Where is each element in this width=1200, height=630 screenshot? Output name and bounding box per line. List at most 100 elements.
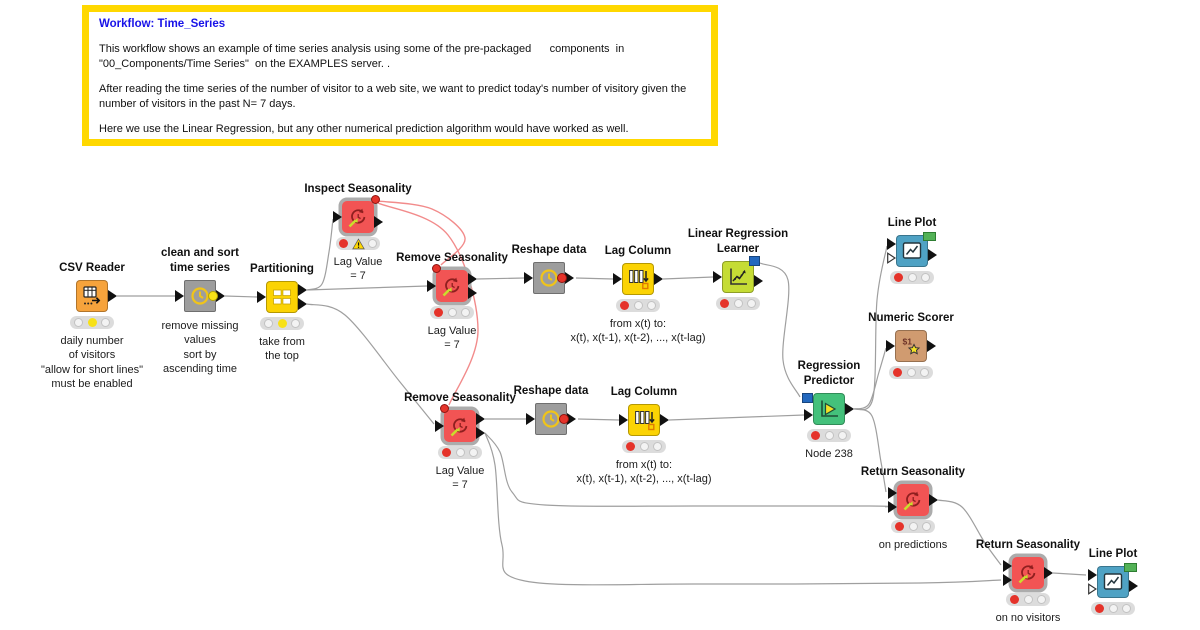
input-port[interactable] [175,290,184,302]
node-label[interactable]: Line Plot [887,216,937,229]
output-port[interactable] [928,249,937,261]
output-port[interactable] [468,287,477,299]
node-comment[interactable]: on no visitors [995,612,1061,624]
metanode-state-dot[interactable] [208,291,218,301]
node-inspect-seasonality[interactable]: Inspect Seasonality Lag Value = 7 [304,183,411,283]
node-partitioning[interactable]: Partitioning take from the top [250,263,314,363]
metanode-state-dot[interactable] [559,414,569,424]
connection-remove-seasonality-test-to-return-seasonality-pred[interactable] [484,432,890,508]
connection-partitioning-to-remove-seasonality-test[interactable] [306,303,435,425]
hollow-input-port[interactable] [1088,583,1098,595]
output-port[interactable] [567,413,576,425]
output-port[interactable] [374,216,383,228]
node-label[interactable]: CSV Reader [59,261,125,274]
node-body[interactable]: $1 [895,330,927,362]
output-port[interactable] [476,427,485,439]
hollow-input-port[interactable] [887,252,897,264]
node-line-plot-train[interactable]: Line Plot [887,217,937,284]
node-body[interactable] [1097,566,1129,598]
node-body[interactable] [628,404,660,436]
connection-lag-column-train-to-linear-regression-learner[interactable] [662,276,714,280]
node-remove-seasonality-train[interactable]: Remove Seasonality Lag Value = 7 [396,252,508,352]
output-port[interactable] [1129,580,1138,592]
output-port[interactable] [476,413,485,425]
node-label[interactable]: Reshape data [513,384,589,397]
metanode-state-dot[interactable] [557,273,567,283]
node-clean-sort[interactable]: clean and sort time series remove missing… [161,247,239,375]
input-port[interactable] [613,273,622,285]
output-port[interactable] [468,273,477,285]
connection-reshape-train-to-lag-column-train[interactable] [575,277,614,280]
output-port[interactable] [565,272,574,284]
input-port[interactable] [619,414,628,426]
flowvar-port[interactable] [440,404,449,413]
node-comment[interactable]: remove missing values sort by ascending tim… [161,320,239,375]
node-comment[interactable]: Lag Value = 7 [435,465,485,492]
output-port[interactable] [298,284,307,296]
flowvar-port[interactable] [432,264,441,273]
node-comment[interactable]: daily number of visitors "allow for short … [41,335,143,390]
input-port[interactable] [888,487,897,499]
workflow-annotation[interactable]: Workflow: Time_Series This workflow show… [82,5,718,146]
input-port[interactable] [257,291,266,303]
input-port[interactable] [526,413,535,425]
node-body[interactable] [897,484,929,516]
node-body[interactable] [266,281,298,313]
node-reshape-test[interactable]: Reshape data [514,385,588,435]
node-body[interactable] [622,263,654,295]
node-csv-reader[interactable]: CSV Reader daily number of visitors "allow… [41,262,143,390]
node-return-seasonality-novis[interactable]: Return Seasonality on no visitors [976,539,1080,624]
input-port[interactable] [427,280,436,292]
node-label[interactable]: Return Seasonality [975,538,1081,551]
connection-reshape-test-to-lag-column-test[interactable] [577,418,620,421]
input-port[interactable] [804,409,813,421]
input-port[interactable] [1003,574,1012,586]
output-port[interactable] [108,290,117,302]
output-port[interactable] [216,290,225,302]
connection-return-seasonality-pred-to-return-seasonality-novis[interactable] [937,499,1002,566]
input-port[interactable] [888,501,897,513]
node-body[interactable] [76,280,108,312]
model-port[interactable] [802,393,813,403]
node-label[interactable]: Line Plot [1088,547,1138,560]
node-label[interactable]: Lag Column [604,244,672,257]
connection-partitioning-to-remove-seasonality-train[interactable] [306,285,428,291]
node-numeric-scorer[interactable]: Numeric Scorer $1 [868,312,954,379]
input-port[interactable] [887,238,896,250]
input-port[interactable] [333,211,342,223]
node-linear-regression-learner[interactable]: Linear Regression Learner [688,228,788,310]
node-lag-column-test[interactable]: Lag Column from x(t) to: x(t), x(t-1), x(… [576,386,711,486]
node-label[interactable]: Partitioning [250,262,314,275]
node-comment[interactable]: Lag Value = 7 [427,325,477,352]
output-port[interactable] [929,494,938,506]
node-lag-column-train[interactable]: Lag Column from x(t) to: x(t), x(t-1), x(… [570,245,705,345]
node-label[interactable]: Return Seasonality [860,465,966,478]
connection-clean-sort-to-partitioning[interactable] [224,295,258,298]
node-line-plot-pred[interactable]: Line Plot [1088,548,1138,615]
image-port[interactable] [1124,563,1137,572]
connection-inspect-seasonality-to-remove-seasonality-train[interactable] [377,200,466,266]
connection-regression-predictor-to-return-seasonality-pred[interactable] [853,408,887,493]
input-port[interactable] [886,340,895,352]
node-label[interactable]: Linear Regression Learner [687,228,789,255]
connection-remove-seasonality-test-to-return-seasonality-novis[interactable] [484,432,1002,586]
output-port[interactable] [927,340,936,352]
output-port[interactable] [754,275,763,287]
node-regression-predictor[interactable]: Regression Predictor Node 238 [798,360,861,460]
node-label[interactable]: Numeric Scorer [868,311,954,324]
output-port[interactable] [1044,567,1053,579]
node-label[interactable]: Remove Seasonality [404,391,516,404]
input-port[interactable] [1003,560,1012,572]
image-port[interactable] [923,232,936,241]
output-port[interactable] [298,298,307,310]
output-port[interactable] [654,273,663,285]
node-label[interactable]: Remove Seasonality [396,251,508,264]
output-port[interactable] [660,414,669,426]
node-comment[interactable]: Lag Value = 7 [333,256,383,283]
connection-lag-column-test-to-regression-predictor[interactable] [668,414,805,421]
node-comment[interactable]: take from the top [259,336,305,363]
output-port[interactable] [845,403,854,415]
node-comment[interactable]: Node 238 [805,448,853,460]
model-port[interactable] [749,256,760,266]
